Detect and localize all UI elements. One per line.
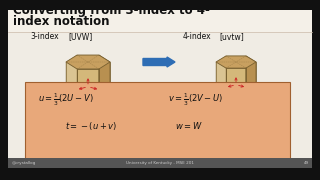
Polygon shape (226, 56, 246, 91)
FancyBboxPatch shape (8, 158, 312, 168)
Polygon shape (246, 62, 256, 103)
Polygon shape (66, 55, 110, 69)
Text: $w = W$: $w = W$ (175, 120, 203, 131)
Polygon shape (226, 68, 246, 103)
Text: 4-index: 4-index (183, 32, 212, 41)
Text: $t = -(u + v)$: $t = -(u + v)$ (65, 120, 117, 132)
Polygon shape (66, 93, 110, 107)
Text: [UVW]: [UVW] (68, 32, 92, 41)
Polygon shape (246, 56, 256, 97)
FancyBboxPatch shape (8, 10, 312, 168)
Text: University of Kentucky - MSE 201: University of Kentucky - MSE 201 (126, 161, 194, 165)
Polygon shape (77, 55, 99, 93)
Text: 3-index: 3-index (30, 32, 59, 41)
Polygon shape (216, 62, 226, 103)
Polygon shape (216, 56, 226, 97)
Polygon shape (66, 55, 77, 100)
Text: [uvtw]: [uvtw] (219, 32, 244, 41)
FancyArrow shape (143, 57, 175, 67)
Text: $v = \frac{1}{3}(2V - U)$: $v = \frac{1}{3}(2V - U)$ (168, 92, 223, 108)
Text: 49: 49 (304, 161, 309, 165)
FancyBboxPatch shape (8, 10, 312, 32)
Text: Converting from 3-index to 4-: Converting from 3-index to 4- (13, 4, 210, 17)
Text: $u = \frac{1}{3}(2U - V)$: $u = \frac{1}{3}(2U - V)$ (38, 92, 94, 108)
Polygon shape (216, 56, 256, 68)
FancyBboxPatch shape (25, 82, 290, 166)
Text: index notation: index notation (13, 15, 109, 28)
Polygon shape (77, 69, 99, 107)
Polygon shape (216, 91, 256, 103)
Text: @crystallog: @crystallog (12, 161, 36, 165)
Polygon shape (66, 62, 77, 107)
Polygon shape (99, 55, 110, 100)
Polygon shape (99, 62, 110, 107)
